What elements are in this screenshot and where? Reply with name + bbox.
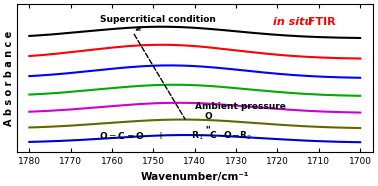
Text: FTIR: FTIR [304, 17, 336, 27]
Text: in situ: in situ [273, 17, 312, 27]
Y-axis label: A b s o r b a n c e: A b s o r b a n c e [4, 31, 14, 126]
Text: R$_1$$-$C$-$O$-$R$_2$: R$_1$$-$C$-$O$-$R$_2$ [191, 129, 252, 142]
X-axis label: Wavenumber/cm⁻¹: Wavenumber/cm⁻¹ [141, 172, 249, 182]
Text: O$=$C$=$O: O$=$C$=$O [99, 130, 145, 141]
Text: $+$: $+$ [156, 130, 166, 141]
Text: Ambient pressure: Ambient pressure [195, 102, 286, 111]
Text: O: O [204, 112, 212, 121]
Text: Supercritical condition: Supercritical condition [100, 15, 215, 30]
